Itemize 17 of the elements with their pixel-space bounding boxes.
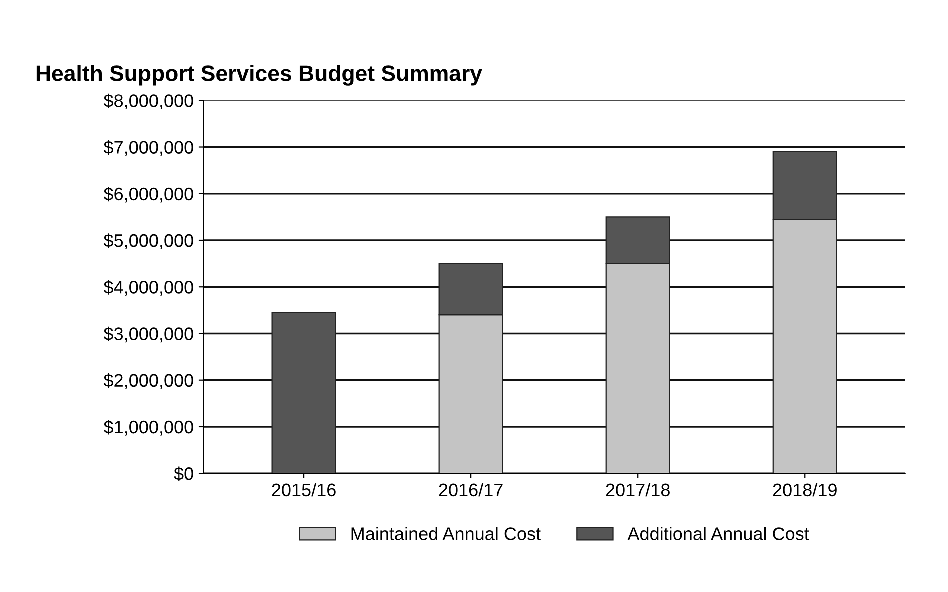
chart-title: Health Support Services Budget Summary (36, 65, 482, 86)
y-tick-label: $4,000,000 (104, 280, 194, 296)
legend-label: Maintained Annual Cost (352, 527, 541, 540)
y-tick-label: $1,000,000 (104, 420, 194, 436)
x-tick-label: 2017/18 (606, 483, 670, 497)
x-tick-label: 2018/19 (773, 483, 837, 497)
y-tick-label: $3,000,000 (104, 326, 194, 343)
y-tick-label: $7,000,000 (104, 140, 194, 156)
y-tick-label: $6,000,000 (104, 187, 194, 203)
y-tick-label: $2,000,000 (104, 374, 194, 390)
x-tick-label: 2016/17 (439, 483, 503, 497)
y-tick-label: $8,000,000 (104, 94, 194, 110)
x-tick-label: 2015/16 (272, 483, 336, 497)
bar (272, 312, 336, 474)
legend-label: Additional Annual Cost (628, 527, 810, 540)
y-tick-label: $5,000,000 (104, 234, 194, 250)
y-tick-label: $0 (174, 466, 194, 482)
